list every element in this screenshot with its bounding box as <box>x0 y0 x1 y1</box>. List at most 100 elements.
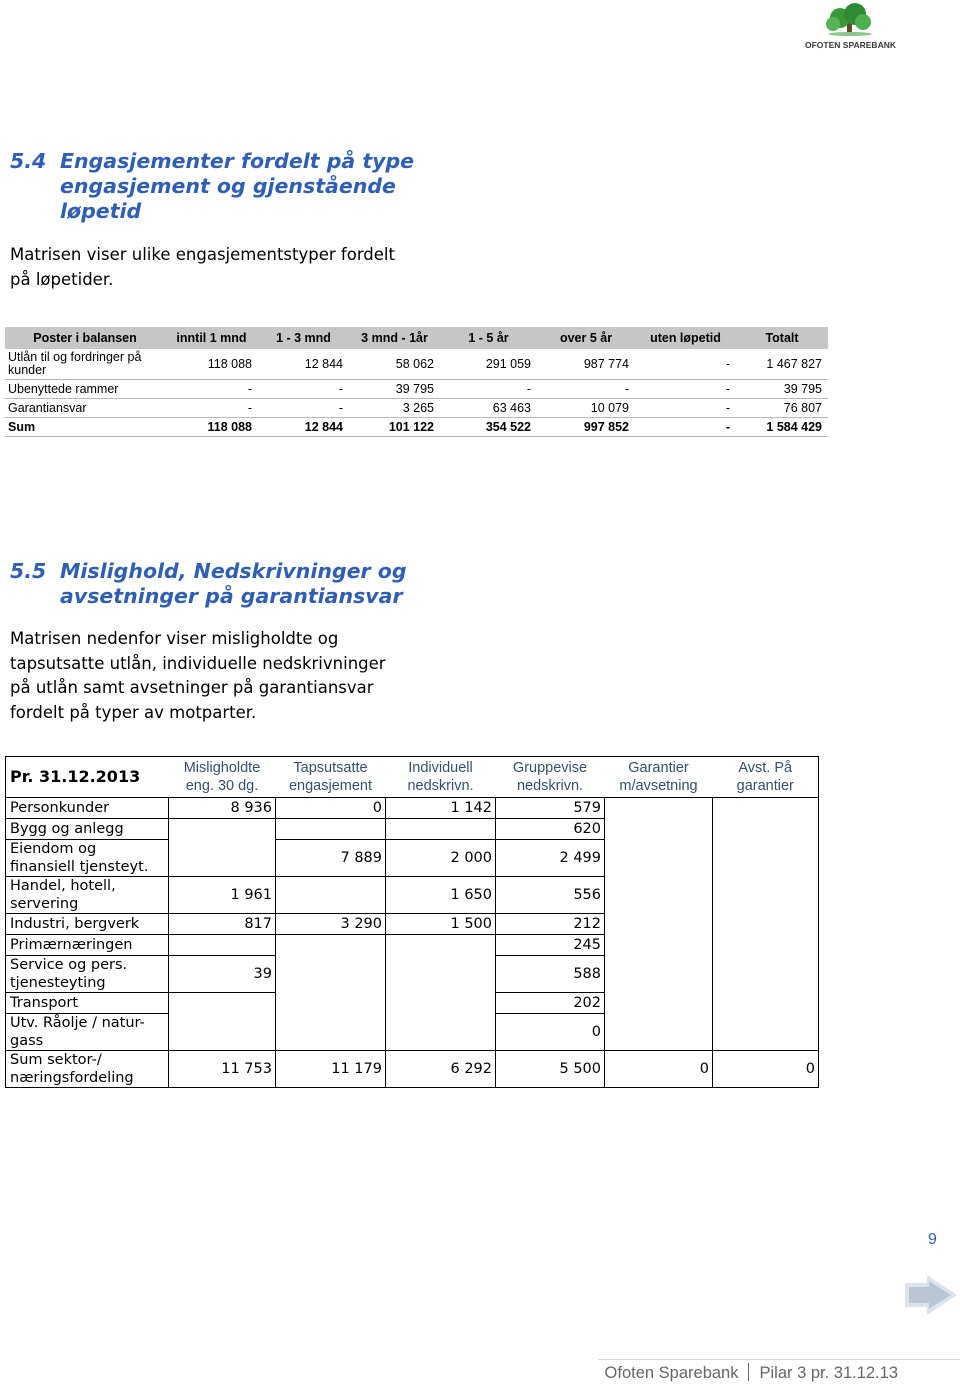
footer-text: Ofoten Sparebank Pilar 3 pr. 31.12.13 <box>605 1363 898 1383</box>
cell: 58 062 <box>349 349 440 380</box>
cell: - <box>635 349 736 380</box>
cell: 12 844 <box>258 349 349 380</box>
cell: 1 650 <box>385 876 496 914</box>
cell: 291 059 <box>440 349 537 380</box>
cell <box>275 818 386 840</box>
logo: OFOTEN SPAREBANK <box>805 2 896 50</box>
logo-tree <box>826 3 872 36</box>
cell <box>604 818 713 840</box>
cell <box>604 913 713 935</box>
row-label: Primærnæringen <box>5 934 169 956</box>
row-label: Bygg og anlegg <box>5 818 169 840</box>
intro-text: Matrisen viser ulike engasjementstyper f… <box>10 243 395 292</box>
cell: - <box>165 398 258 418</box>
cell <box>275 934 386 956</box>
column-header: Individuell nedskrivn. <box>385 756 496 798</box>
cell <box>604 839 713 877</box>
column-header: over 5 år <box>537 327 635 349</box>
cell: 1 467 827 <box>736 349 828 380</box>
cell: - <box>440 379 537 399</box>
cell: 12 844 <box>258 417 349 437</box>
table-row: Garantiansvar - -3 265 63 463 10 079-76 807 <box>5 398 828 418</box>
intro-line: Matrisen viser ulike engasjementstyper f… <box>10 245 395 264</box>
row-label: Ubenyttede rammer <box>5 379 165 399</box>
row-label: Transport <box>5 992 169 1014</box>
row-label: Personkunder <box>5 797 169 819</box>
row-label: Sum <box>5 417 165 437</box>
row-label: Eiendom og finansiell tjensteyt. <box>5 839 169 877</box>
title-line: avsetninger på garantiansvar <box>60 584 403 608</box>
column-header: Misligholdte eng. 30 dg. <box>168 756 276 798</box>
footer-rule <box>598 1359 960 1360</box>
default-table: Pr. 31.12.2013 Misligholdte eng. 30 dg. Ta… <box>5 756 819 1088</box>
table-row: Utv. Råolje / natur-gass 0 <box>5 1013 819 1051</box>
row-label: Handel, hotell, servering <box>5 876 169 914</box>
cell: 7 889 <box>275 839 386 877</box>
cell: 588 <box>495 955 605 993</box>
maturity-table: Poster i balansen inntil 1 mnd 1 - 3 mnd 3 … <box>5 327 828 437</box>
table-row: Personkunder 8 936 0 1 142 579 <box>5 797 819 819</box>
title-line: Mislighold, Nedskrivninger og <box>60 559 407 583</box>
cell: 39 795 <box>349 379 440 399</box>
cell <box>604 934 713 956</box>
table-row: Service og pers. tjenesteyting 39 588 <box>5 955 819 993</box>
row-label: Utlån til og fordringer på kunder <box>5 349 165 380</box>
cell <box>385 934 496 956</box>
header-row: Pr. 31.12.2013 Misligholdte eng. 30 dg. Ta… <box>5 756 819 798</box>
row-label: Utv. Råolje / natur-gass <box>5 1013 169 1051</box>
cell: 11 179 <box>275 1050 386 1088</box>
intro-line: fordelt på typer av motparter. <box>10 702 257 722</box>
cell <box>168 818 276 840</box>
cell: 0 <box>604 1050 713 1088</box>
cell: 997 852 <box>537 417 635 437</box>
table-container: Poster i balansen inntil 1 mnd 1 - 3 mnd 3 … <box>5 327 828 437</box>
cell: 0 <box>712 1050 819 1088</box>
row-label: Sum sektor-/ næringsfordeling <box>5 1050 169 1088</box>
cell <box>712 992 819 1014</box>
cell <box>604 955 713 993</box>
cell: - <box>258 398 349 418</box>
cell: 0 <box>275 797 386 819</box>
column-header: Gruppevise nedskrivn. <box>495 756 605 798</box>
cell <box>275 992 386 1014</box>
cell <box>712 1013 819 1051</box>
cell: 101 122 <box>349 417 440 437</box>
cell: 6 292 <box>385 1050 496 1088</box>
intro-line: på løpetider. <box>10 269 114 289</box>
section-heading: 5.4 Engasjementer fordelt på type engasje… <box>10 149 510 229</box>
cell: 8 936 <box>168 797 276 819</box>
table-row: Eiendom og finansiell tjensteyt. 7 889 2 0… <box>5 839 819 877</box>
table-row: Transport 202 <box>5 992 819 1014</box>
cell: 2 499 <box>495 839 605 877</box>
cell: 3 265 <box>349 398 440 418</box>
cell: 354 522 <box>440 417 537 437</box>
cell: 39 795 <box>736 379 828 399</box>
cell <box>604 797 713 819</box>
cell: 1 584 429 <box>736 417 828 437</box>
cell <box>712 955 819 993</box>
footer-company: Ofoten Sparebank <box>604 1364 739 1382</box>
intro-line: på utlån samt avsetninger på garantiansv… <box>10 678 374 697</box>
logo-text: OFOTEN SPAREBANK <box>805 40 896 50</box>
cell: 1 500 <box>385 913 496 935</box>
table-row: Primærnæringen 245 <box>5 934 819 956</box>
section-title: Mislighold, Nedskrivninger og avsetninger… <box>60 559 407 609</box>
column-header: uten løpetid <box>635 327 736 349</box>
cell: - <box>165 379 258 399</box>
intro-text: Matrisen nedenfor viser misligholdte og t… <box>10 627 386 725</box>
title-line: Engasjementer fordelt på type <box>60 149 415 173</box>
section-title: Engasjementer fordelt på type engasjement… <box>60 149 414 224</box>
cell: 1 961 <box>168 876 276 914</box>
column-header: 3 mnd - 1år <box>349 327 440 349</box>
cell <box>712 913 819 935</box>
cell <box>275 876 386 914</box>
table-row: Bygg og anlegg 620 <box>5 818 819 840</box>
section-number: 5.4 <box>10 149 47 173</box>
cell: - <box>258 379 349 399</box>
column-header: Poster i balansen <box>5 327 165 349</box>
title-line: løpetid <box>60 199 142 223</box>
column-header: Avst. På garantier <box>712 756 819 798</box>
column-header: inntil 1 mnd <box>165 327 258 349</box>
cell <box>385 992 496 1014</box>
